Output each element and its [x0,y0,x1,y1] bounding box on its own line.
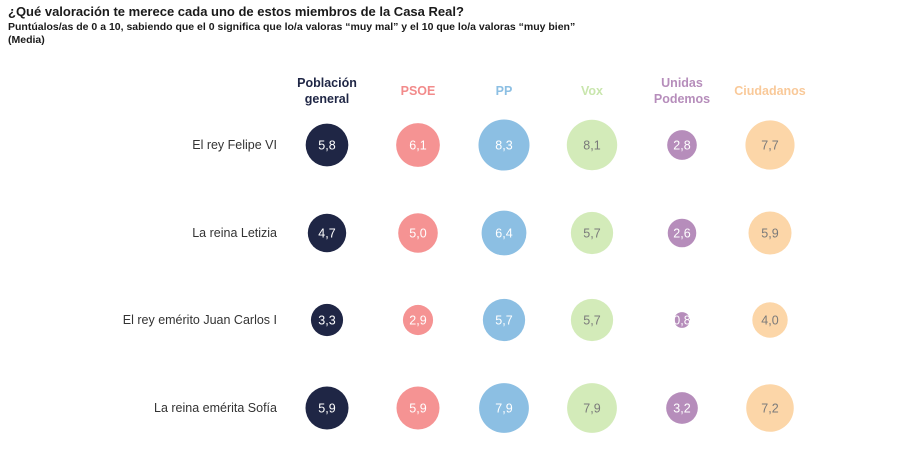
bubble-value-3-0: 5,9 [318,402,335,416]
bubble-1-5 [748,211,792,255]
bubble-value-0-1: 6,1 [409,139,426,153]
bubble-value-1-2: 6,4 [495,227,512,241]
row-label-1: La reina Letizia [192,226,277,240]
bubble-value-2-3: 5,7 [583,314,600,328]
bubble-3-2 [479,383,529,433]
chart-note: (Media) [8,34,45,46]
bubble-value-2-0: 3,3 [318,314,335,328]
row-label-0: El rey Felipe VI [192,138,277,152]
bubble-value-1-4: 2,6 [673,227,690,241]
bubble-0-2 [478,119,530,171]
bubble-2-3 [570,298,614,342]
bubble-0-1 [396,123,440,167]
column-header-0: Población general [297,76,357,106]
bubble-value-0-2: 8,3 [495,139,512,153]
bubble-3-4 [666,392,698,424]
bubble-value-2-4: 0,8 [673,314,690,328]
bubble-1-1 [398,213,438,253]
column-header-3: Vox [581,84,603,98]
bubble-3-5 [746,384,794,432]
bubble-3-0 [305,386,349,430]
bubble-value-2-5: 4,0 [761,314,778,328]
chart-title: ¿Qué valoración te merece cada uno de es… [8,4,464,19]
bubble-value-1-5: 5,9 [761,227,778,241]
bubble-1-3 [570,211,614,255]
bubble-0-5 [745,120,795,170]
bubble-value-1-3: 5,7 [583,227,600,241]
bubble-value-0-5: 7,7 [761,139,778,153]
row-label-2: El rey emérito Juan Carlos I [123,313,277,327]
bubble-value-2-2: 5,7 [495,314,512,328]
bubble-value-3-1: 5,9 [409,402,426,416]
bubble-value-3-4: 3,2 [673,402,690,416]
bubble-2-0 [310,303,344,337]
bubble-1-2 [481,210,527,256]
row-label-3: La reina emérita Sofía [154,401,277,415]
bubble-3-1 [396,386,440,430]
bubble-2-2 [482,298,526,342]
bubble-1-4 [667,218,697,248]
bubble-value-1-0: 4,7 [318,227,335,241]
bubble-value-0-4: 2,8 [673,139,690,153]
bubble-0-4 [667,130,697,160]
bubble-value-3-3: 7,9 [583,402,600,416]
bubble-3-3 [567,383,617,433]
column-header-4: Unidas Podemos [654,76,710,106]
bubble-value-0-3: 8,1 [583,139,600,153]
bubble-value-3-5: 7,2 [761,402,778,416]
chart-subtitle: Puntúalos/as de 0 a 10, sabiendo que el … [8,21,576,33]
bubble-2-4 [674,312,690,328]
column-header-5: Ciudadanos [734,84,806,98]
bubble-value-3-2: 7,9 [495,402,512,416]
bubble-2-5 [752,302,788,338]
bubble-0-3 [566,119,618,171]
bubble-1-0 [307,213,347,253]
bubble-0-0 [305,123,349,167]
bubble-value-2-1: 2,9 [409,314,426,328]
column-header-1: PSOE [401,84,436,98]
column-header-2: PP [496,84,513,98]
bubble-value-1-1: 5,0 [409,227,426,241]
bubble-2-1 [402,304,434,336]
bubble-value-0-0: 5,8 [318,139,335,153]
